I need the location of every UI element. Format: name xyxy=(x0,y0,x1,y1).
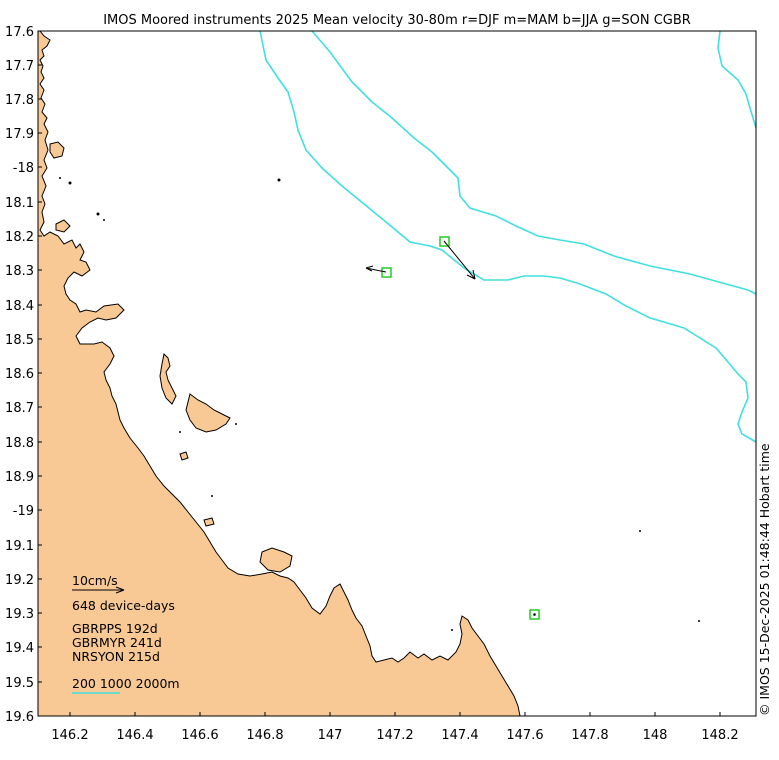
lat-label: 18.3 xyxy=(5,264,34,279)
station-marker xyxy=(439,236,450,247)
lat-label: 18.1 xyxy=(5,196,34,211)
velocity-arrow xyxy=(443,240,476,280)
island-small-2 xyxy=(179,451,189,461)
island-family xyxy=(55,219,71,233)
station-gbrmyr[interactable] xyxy=(439,236,476,280)
lat-label: 19.2 xyxy=(5,573,34,588)
lat-label: -18 xyxy=(13,161,34,176)
lon-label: 147.8 xyxy=(571,728,608,743)
reef-dots xyxy=(59,177,700,631)
device-days: 648 device-days xyxy=(72,598,175,613)
lat-label: 19.6 xyxy=(5,710,34,725)
lon-label: 146.4 xyxy=(116,728,153,743)
lon-label: 147 xyxy=(318,728,343,743)
lon-ticks xyxy=(69,712,721,716)
lat-label: 18.2 xyxy=(5,230,34,245)
lat-label: 17.7 xyxy=(5,59,34,74)
velocity-arrow-head xyxy=(466,269,476,280)
lon-label: 148 xyxy=(643,728,668,743)
scale-arrow-head xyxy=(115,586,125,594)
credit-text: © IMOS 15-Dec-2025 01:48:44 Hobart time xyxy=(757,443,772,716)
lon-label: 147.2 xyxy=(376,728,413,743)
lon-tick-labels: 146.2 146.4 146.6 146.8 147 147.2 147.4 … xyxy=(51,728,738,743)
station-days-2: GBRMYR 241d xyxy=(72,635,162,650)
island-magnetic xyxy=(259,547,293,573)
island-dunk xyxy=(49,141,65,159)
lat-label: 18.8 xyxy=(5,436,34,451)
isobath-200m xyxy=(259,30,757,443)
lat-tick-labels: 17.6 17.7 17.8 17.9 -18 18.1 18.2 18.3 1… xyxy=(5,25,34,725)
isobath-legend: 200 1000 2000m xyxy=(72,676,180,691)
lat-label: 17.8 xyxy=(5,93,34,108)
isobaths xyxy=(259,30,757,443)
lat-label: 18.7 xyxy=(5,401,34,416)
station-days-3: NRSYON 215d xyxy=(72,649,160,664)
lat-ticks xyxy=(38,30,42,717)
lat-label: 18.5 xyxy=(5,333,34,348)
island-hinchinbrook xyxy=(185,393,231,433)
lon-label: 147.6 xyxy=(506,728,543,743)
lon-label: 148.2 xyxy=(701,728,738,743)
velocity-arrow xyxy=(365,267,387,273)
lat-label: 18.4 xyxy=(5,299,34,314)
lat-label: 18.6 xyxy=(5,367,34,382)
lon-label: 146.6 xyxy=(181,728,218,743)
lon-label: 146.2 xyxy=(51,728,88,743)
lon-label: 146.8 xyxy=(246,728,283,743)
island-orpheus xyxy=(159,352,177,405)
station-marker xyxy=(529,609,540,620)
scale-label: 10cm/s xyxy=(72,573,118,588)
station-nrsyon[interactable] xyxy=(529,609,540,620)
isobath-2000m xyxy=(717,30,757,129)
station-gbrpps[interactable] xyxy=(365,265,392,278)
lat-label: 18.9 xyxy=(5,470,34,485)
station-marker xyxy=(381,267,392,278)
legend: 10cm/s 648 device-days GBRPPS 192d GBRMY… xyxy=(72,573,180,694)
lat-label: 19.4 xyxy=(5,641,34,656)
lat-label: 19.3 xyxy=(5,607,34,622)
lat-label: 17.9 xyxy=(5,127,34,142)
lat-label: -19 xyxy=(13,504,34,519)
mainland xyxy=(37,30,521,717)
velocity-arrow-head xyxy=(365,265,374,272)
map-title: IMOS Moored instruments 2025 Mean veloci… xyxy=(103,13,691,28)
isobath-1000m xyxy=(311,30,757,295)
station-days-1: GBRPPS 192d xyxy=(72,621,158,636)
lon-label: 147.4 xyxy=(441,728,478,743)
lat-label: 19.1 xyxy=(5,539,34,554)
station-point xyxy=(533,613,536,616)
island-small-1 xyxy=(203,517,215,527)
lat-label: 19.5 xyxy=(5,676,34,691)
lat-label: 17.6 xyxy=(5,25,34,40)
